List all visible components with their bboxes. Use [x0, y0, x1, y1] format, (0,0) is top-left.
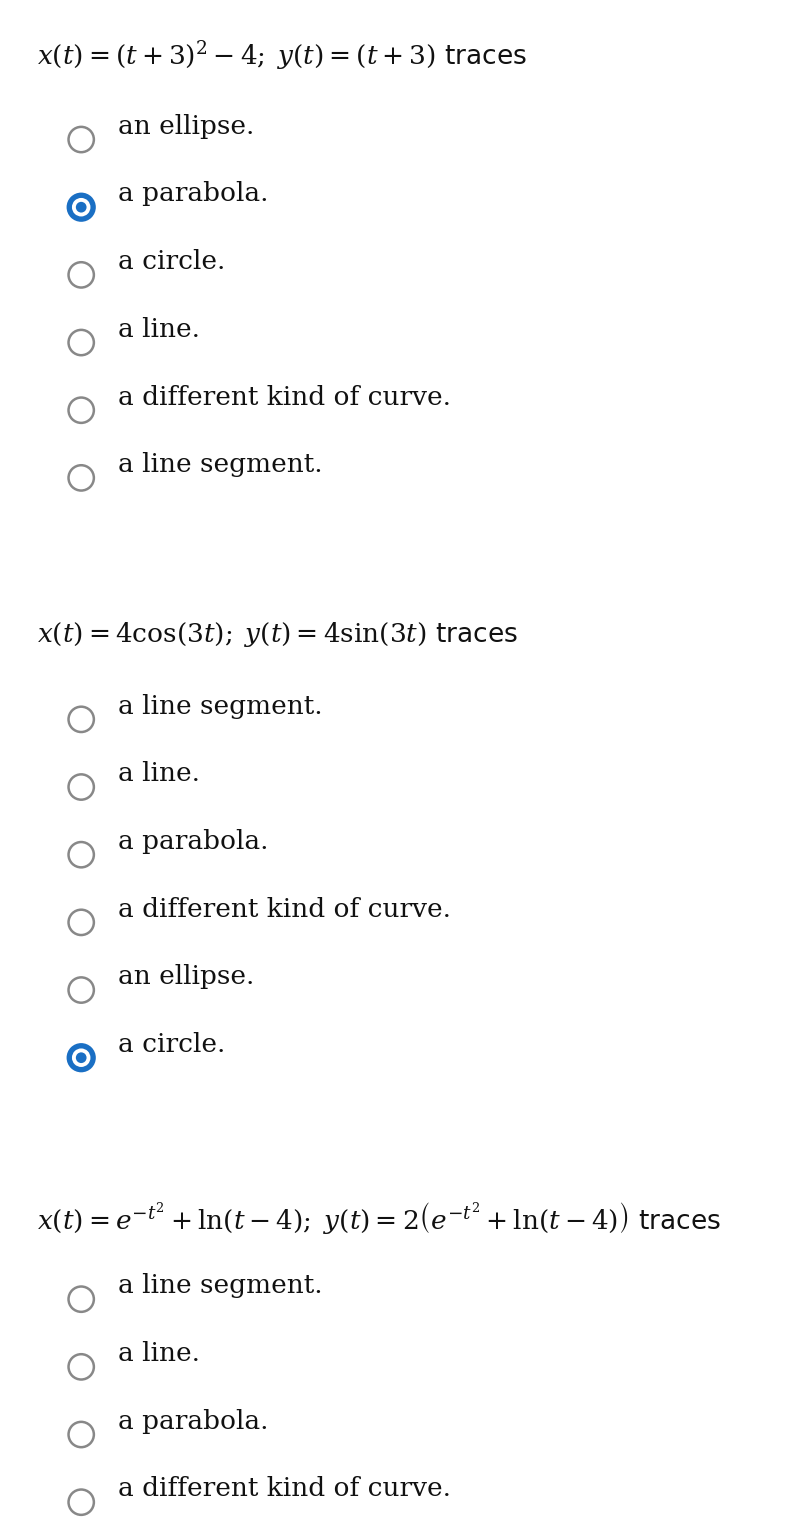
Text: $x(t) = 4\cos(3t);\; y(t) = 4\sin(3t)$ traces: $x(t) = 4\cos(3t);\; y(t) = 4\sin(3t)$ t…: [36, 620, 517, 649]
Ellipse shape: [68, 261, 94, 288]
Ellipse shape: [67, 192, 96, 221]
Ellipse shape: [68, 1421, 94, 1447]
Text: a parabola.: a parabola.: [118, 1409, 268, 1433]
Ellipse shape: [68, 977, 94, 1003]
Ellipse shape: [68, 1489, 94, 1515]
Ellipse shape: [68, 1286, 94, 1312]
Text: a different kind of curve.: a different kind of curve.: [118, 1476, 450, 1501]
Ellipse shape: [68, 909, 94, 935]
Ellipse shape: [68, 126, 94, 152]
Text: a line segment.: a line segment.: [118, 452, 322, 477]
Text: a parabola.: a parabola.: [118, 829, 268, 854]
Text: an ellipse.: an ellipse.: [118, 964, 254, 989]
Ellipse shape: [72, 1049, 90, 1067]
Text: a line.: a line.: [118, 1341, 200, 1366]
Ellipse shape: [68, 841, 94, 867]
Text: a line.: a line.: [118, 317, 200, 341]
Text: a line.: a line.: [118, 761, 200, 786]
Ellipse shape: [72, 198, 90, 217]
Text: a line segment.: a line segment.: [118, 694, 322, 718]
Text: a line segment.: a line segment.: [118, 1273, 322, 1298]
Ellipse shape: [68, 1353, 94, 1380]
Ellipse shape: [68, 706, 94, 732]
Text: a circle.: a circle.: [118, 249, 225, 274]
Ellipse shape: [68, 464, 94, 491]
Ellipse shape: [68, 397, 94, 423]
Ellipse shape: [68, 774, 94, 800]
Text: a circle.: a circle.: [118, 1032, 225, 1057]
Text: $x(t) = e^{-t^2} + \ln(t-4);\; y(t) = 2\left(e^{-t^2} + \ln(t-4)\right)$ traces: $x(t) = e^{-t^2} + \ln(t-4);\; y(t) = 2\…: [36, 1200, 719, 1235]
Text: a different kind of curve.: a different kind of curve.: [118, 897, 450, 921]
Ellipse shape: [75, 1052, 87, 1063]
Text: a parabola.: a parabola.: [118, 181, 268, 206]
Ellipse shape: [67, 1043, 96, 1072]
Text: $x(t) = (t+3)^2 - 4;\; y(t) = (t+3)$ traces: $x(t) = (t+3)^2 - 4;\; y(t) = (t+3)$ tra…: [36, 40, 526, 74]
Text: a different kind of curve.: a different kind of curve.: [118, 384, 450, 409]
Ellipse shape: [68, 329, 94, 355]
Text: an ellipse.: an ellipse.: [118, 114, 254, 138]
Ellipse shape: [75, 201, 87, 212]
